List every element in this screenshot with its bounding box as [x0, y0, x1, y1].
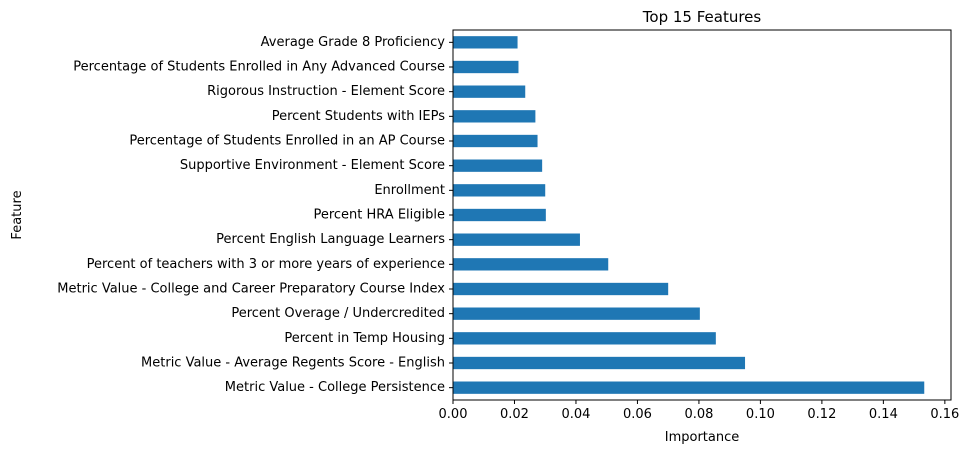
- bar: [453, 60, 519, 74]
- y-tick-label: Metric Value - Average Regents Score - E…: [141, 356, 445, 371]
- x-tick-label: 0.00: [439, 407, 468, 422]
- bar: [453, 208, 546, 222]
- y-tick-label: Percent English Language Learners: [216, 232, 445, 247]
- bar: [453, 233, 580, 246]
- bar: [453, 134, 538, 148]
- bar: [453, 184, 546, 197]
- chart-title: Top 15 Features: [642, 8, 762, 26]
- y-axis-label: Feature: [10, 190, 25, 239]
- bar: [453, 282, 669, 296]
- y-tick-label: Average Grade 8 Proficiency: [261, 35, 446, 50]
- y-tick-label: Percent in Temp Housing: [284, 331, 445, 346]
- bar: [453, 110, 536, 123]
- y-tick-label: Enrollment: [374, 183, 445, 198]
- y-tick-label: Metric Value - College Persistence: [225, 380, 445, 395]
- y-tick-label: Percentage of Students Enrolled in an AP…: [129, 134, 445, 149]
- y-tick-label: Percent of teachers with 3 or more years…: [87, 257, 445, 272]
- x-tick-label: 0.12: [807, 407, 836, 422]
- bar: [453, 159, 543, 172]
- x-tick-label: 0.10: [746, 407, 775, 422]
- x-axis-label: Importance: [665, 430, 740, 445]
- x-tick-label: 0.06: [623, 407, 652, 422]
- bar: [453, 381, 925, 394]
- bar: [453, 307, 700, 320]
- bar: [453, 36, 518, 49]
- x-ticks-group: 0.00 0.02 0.04 0.06 0.08 0.10 0.12 0.14 0.16: [439, 400, 959, 422]
- x-tick-label: 0.04: [561, 407, 590, 422]
- plot-frame: [452, 29, 952, 401]
- y-tick-label: Metric Value - College and Career Prepar…: [57, 282, 445, 297]
- x-tick-label: 0.16: [930, 407, 959, 422]
- y-tick-label: Supportive Environment - Element Score: [180, 158, 445, 173]
- y-ticks-group: Average Grade 8 Proficiency Percentage of…: [57, 35, 453, 395]
- bar: [453, 356, 746, 370]
- y-tick-label: Percentage of Students Enrolled in Any A…: [73, 60, 445, 75]
- y-tick-label: Rigorous Instruction - Element Score: [207, 84, 445, 99]
- bar: [453, 85, 526, 98]
- x-tick-label: 0.02: [500, 407, 529, 422]
- y-tick-label: Percent Students with IEPs: [272, 109, 445, 124]
- y-tick-label: Percent HRA Eligible: [313, 208, 445, 223]
- bar: [453, 332, 716, 345]
- bar: [453, 258, 609, 271]
- x-tick-label: 0.08: [684, 407, 713, 422]
- bars-group: [453, 36, 925, 394]
- y-tick-label: Percent Overage / Undercredited: [231, 306, 445, 321]
- x-tick-label: 0.14: [869, 407, 898, 422]
